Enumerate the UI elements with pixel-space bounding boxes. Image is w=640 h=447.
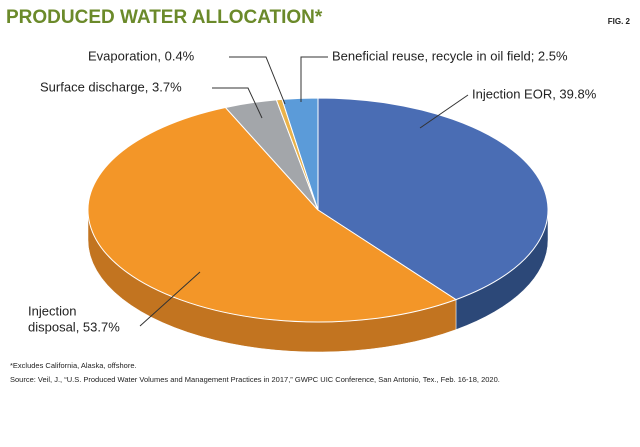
slice-label: Beneficial reuse, recycle in oil field; …	[332, 48, 568, 63]
leader-line	[300, 56, 328, 102]
chart-title: PRODUCED WATER ALLOCATION*	[6, 7, 323, 28]
pie-slice	[87, 106, 458, 323]
figure-number: FIG. 2	[608, 17, 631, 26]
footnote: *Excludes California, Alaska, offshore.	[10, 361, 137, 370]
leader-line	[229, 56, 286, 105]
source-note: Source: Veil, J., “U.S. Produced Water V…	[10, 375, 500, 384]
slice-label: Surface discharge, 3.7%	[40, 79, 182, 94]
slice-label: Injection	[28, 303, 76, 318]
pie	[87, 97, 549, 353]
slice-label: Evaporation, 0.4%	[88, 48, 195, 63]
leader-line	[139, 271, 201, 327]
slice-label: disposal, 53.7%	[28, 319, 120, 334]
leader-line	[419, 94, 469, 129]
pie-slice	[281, 97, 319, 211]
slice-label: Injection EOR, 39.8%	[472, 86, 597, 101]
pie-slice	[317, 97, 549, 301]
leader-line	[212, 87, 263, 119]
